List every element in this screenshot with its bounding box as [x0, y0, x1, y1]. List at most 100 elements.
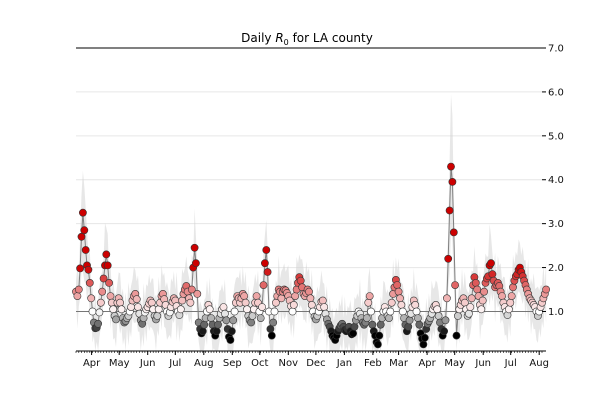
data-point — [240, 292, 249, 300]
x-tick-label: Jun — [139, 358, 156, 369]
data-point — [291, 292, 300, 300]
data-point — [440, 327, 448, 336]
data-point — [396, 294, 404, 303]
data-point — [248, 311, 257, 320]
data-point — [266, 325, 275, 333]
data-point — [94, 319, 102, 328]
data-point — [258, 303, 266, 311]
data-point — [487, 259, 495, 268]
data-point — [109, 305, 118, 314]
data-point — [385, 314, 393, 322]
data-point — [112, 315, 120, 324]
data-point — [467, 294, 476, 303]
y-tick-label: 6.0 — [548, 87, 564, 98]
x-tick-label: Mar — [389, 358, 409, 369]
data-point — [219, 303, 228, 311]
data-point — [226, 336, 235, 344]
data-point — [362, 314, 371, 322]
data-point — [433, 305, 442, 314]
data-point — [127, 303, 136, 311]
data-point — [419, 340, 428, 349]
x-tick-label: Apr — [418, 358, 436, 369]
x-tick-label: Apr — [83, 358, 101, 369]
data-point — [87, 294, 96, 303]
data-point — [449, 228, 458, 237]
data-point — [260, 259, 269, 268]
data-point — [398, 307, 407, 316]
x-tick-label: Jul — [168, 358, 181, 369]
data-point — [393, 281, 402, 289]
axes: 1.0 2.0 3.0 4.0 5.0 6.0 7.0 Apr May Jun Jul Aug Sep O… — [75, 44, 564, 369]
data-point — [411, 300, 420, 309]
data-point — [415, 320, 424, 329]
data-point — [453, 311, 462, 320]
y-tick-label: 7.0 — [548, 44, 564, 55]
data-point — [307, 300, 316, 309]
data-point — [350, 322, 359, 331]
data-point — [471, 278, 480, 287]
data-point — [147, 298, 156, 307]
data-point — [364, 298, 373, 307]
data-point — [207, 314, 215, 322]
data-point — [79, 208, 87, 217]
data-point — [397, 300, 406, 309]
data-point — [212, 327, 221, 336]
data-point — [365, 292, 374, 300]
data-point — [349, 329, 357, 338]
r0-points — [72, 162, 550, 349]
data-point — [98, 287, 107, 296]
data-point — [198, 327, 207, 336]
data-point — [466, 303, 475, 311]
data-point — [267, 331, 276, 340]
data-point — [186, 298, 195, 307]
data-point — [318, 296, 327, 305]
data-point — [200, 320, 209, 329]
data-point — [241, 298, 250, 307]
data-point — [259, 281, 268, 289]
data-point — [190, 243, 199, 252]
data-point — [509, 283, 517, 292]
data-point — [193, 289, 202, 298]
data-point — [387, 298, 396, 307]
data-point — [74, 285, 83, 294]
x-tick-label: Jun — [474, 358, 491, 369]
data-point — [477, 305, 486, 314]
data-point — [187, 285, 196, 294]
data-point — [269, 318, 278, 327]
data-point — [542, 285, 550, 294]
x-tick-label: May — [444, 358, 465, 369]
data-point — [441, 316, 450, 325]
data-point — [288, 307, 297, 316]
data-point — [117, 305, 126, 314]
data-point — [77, 232, 86, 241]
data-point — [220, 309, 229, 318]
data-point — [73, 292, 82, 300]
data-point — [105, 278, 113, 287]
data-point — [80, 226, 89, 235]
data-point — [368, 320, 377, 329]
data-point — [191, 259, 200, 268]
data-point — [394, 287, 403, 296]
data-point — [222, 316, 231, 325]
data-point — [452, 331, 461, 340]
x-tick-label: Jul — [504, 358, 517, 369]
data-point — [263, 268, 272, 276]
data-point — [102, 250, 111, 259]
x-tick-label: Feb — [364, 358, 382, 369]
data-point — [420, 333, 429, 342]
data-point — [445, 206, 454, 215]
x-tick-label: Nov — [279, 358, 299, 369]
data-point — [306, 294, 315, 303]
data-point — [247, 318, 255, 327]
data-point — [320, 303, 329, 311]
data-point — [85, 278, 94, 287]
y-tick-label: 5.0 — [548, 131, 564, 142]
data-point — [375, 331, 384, 340]
x-tick-label: Sep — [223, 358, 242, 369]
data-point — [243, 305, 251, 314]
data-point — [154, 305, 163, 314]
data-point — [81, 246, 90, 254]
data-point — [227, 327, 236, 336]
x-tick-label: Aug — [194, 358, 214, 369]
